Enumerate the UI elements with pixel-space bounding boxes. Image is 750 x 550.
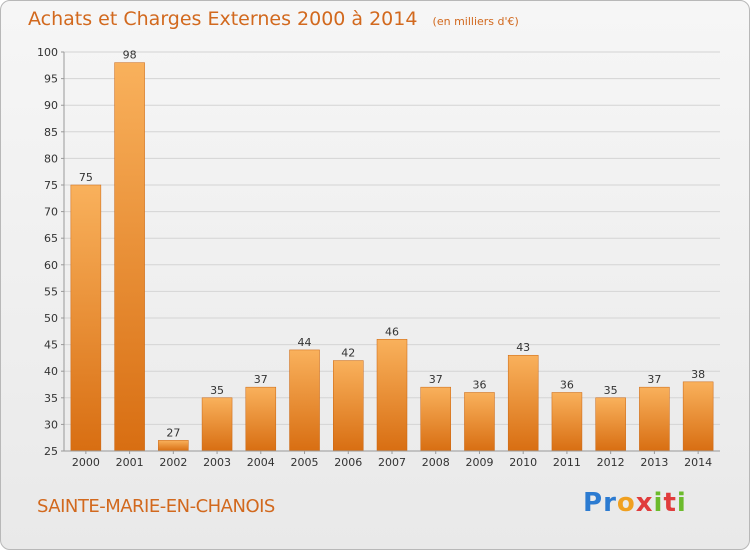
bar xyxy=(333,360,364,452)
y-tick-label: 70 xyxy=(44,206,58,219)
data-label: 44 xyxy=(298,336,312,349)
x-tick-label: 2003 xyxy=(203,456,231,469)
x-tick-label: 2010 xyxy=(509,456,537,469)
y-tick-label: 60 xyxy=(44,259,58,272)
chart-subtitle: (en milliers d'€) xyxy=(432,15,519,28)
bar xyxy=(245,386,277,452)
x-tick-label: 2004 xyxy=(247,456,275,469)
logo-letter: x xyxy=(635,488,654,518)
data-label: 27 xyxy=(166,426,180,439)
data-label: 36 xyxy=(560,378,574,391)
x-tick-label: 2009 xyxy=(465,456,493,469)
place-name: SAINTE-MARIE-EN-CHANOIS xyxy=(37,496,275,517)
bar xyxy=(682,381,714,452)
bar xyxy=(507,354,539,452)
data-label: 38 xyxy=(691,368,705,381)
y-tick-label: 55 xyxy=(44,285,58,298)
data-label: 37 xyxy=(647,373,661,386)
chart-title-row: Achats et Charges Externes 2000 à 2014 (… xyxy=(28,8,519,30)
bar xyxy=(70,184,102,452)
logo-letter: i xyxy=(653,488,664,518)
bar xyxy=(420,386,451,452)
y-tick-label: 35 xyxy=(44,392,58,405)
x-tick-label: 2005 xyxy=(291,456,319,469)
bar xyxy=(551,392,583,452)
x-tick-label: 2007 xyxy=(378,456,406,469)
x-tick-label: 2014 xyxy=(684,456,712,469)
chart-title: Achats et Charges Externes 2000 à 2014 xyxy=(28,8,418,30)
axes: 25 30 35 40 45 50 55 60 65 70 75 80 85 90 95 100 2000 200… xyxy=(37,46,720,469)
y-tick-label: 95 xyxy=(44,73,58,86)
x-tick-label: 2011 xyxy=(553,456,581,469)
bar xyxy=(201,397,233,452)
data-label: 37 xyxy=(254,373,268,386)
y-tick-label: 80 xyxy=(44,152,58,165)
y-tick-label: 25 xyxy=(44,445,58,458)
x-tick-label: 2012 xyxy=(597,456,625,469)
y-tick-label: 45 xyxy=(44,339,58,352)
y-tick-label: 85 xyxy=(44,126,58,139)
x-tick-label: 2006 xyxy=(334,456,362,469)
logo-letter: r xyxy=(603,488,617,518)
data-label: 36 xyxy=(472,378,486,391)
y-tick-label: 65 xyxy=(44,232,58,245)
data-label: 46 xyxy=(385,325,399,338)
y-tick-label: 30 xyxy=(44,418,58,431)
bar xyxy=(114,62,145,452)
data-label: 35 xyxy=(210,384,224,397)
bar xyxy=(639,386,670,452)
value-labels: 75 98 27 35 37 44 42 46 37 36 43 36 35 37 38 xyxy=(79,49,705,440)
x-tick-label: 2000 xyxy=(72,456,100,469)
data-label: 42 xyxy=(341,347,355,360)
bar xyxy=(158,440,189,452)
bar xyxy=(376,339,408,452)
x-tick-label: 2008 xyxy=(422,456,450,469)
y-tick-label: 50 xyxy=(44,312,58,325)
data-label: 98 xyxy=(123,49,137,62)
bar xyxy=(464,392,495,452)
x-tick-label: 2002 xyxy=(159,456,187,469)
y-tick-label: 100 xyxy=(37,46,58,59)
y-tick-label: 75 xyxy=(44,179,58,192)
bar xyxy=(289,349,320,452)
logo-letter: P xyxy=(583,488,604,518)
y-tick-label: 90 xyxy=(44,99,58,112)
proxiti-logo: Proxiti xyxy=(583,488,687,518)
y-tick-label: 40 xyxy=(44,365,58,378)
x-tick-label: 2013 xyxy=(640,456,668,469)
data-label: 35 xyxy=(604,384,618,397)
bars xyxy=(70,62,714,452)
data-label: 75 xyxy=(79,171,93,184)
data-label: 43 xyxy=(516,341,530,354)
logo-letter: i xyxy=(676,488,687,518)
x-tick-label: 2001 xyxy=(116,456,144,469)
logo-letter: o xyxy=(616,488,636,518)
data-label: 37 xyxy=(429,373,443,386)
bar xyxy=(595,397,626,452)
logo-letter: t xyxy=(663,488,677,518)
